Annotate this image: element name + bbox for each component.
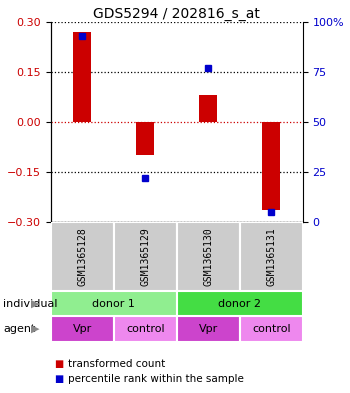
Bar bbox=[177, 291, 303, 316]
Bar bbox=[51, 316, 114, 342]
Text: individual: individual bbox=[4, 299, 58, 309]
Bar bbox=[51, 291, 177, 316]
Bar bbox=[74, 31, 91, 122]
Bar bbox=[262, 122, 280, 210]
Text: ▶: ▶ bbox=[31, 324, 39, 334]
Bar bbox=[51, 222, 114, 291]
Text: GSM1365130: GSM1365130 bbox=[203, 227, 213, 286]
Text: GSM1365131: GSM1365131 bbox=[266, 227, 276, 286]
Bar bbox=[136, 122, 154, 155]
Text: ▶: ▶ bbox=[31, 299, 39, 309]
Title: GDS5294 / 202816_s_at: GDS5294 / 202816_s_at bbox=[93, 7, 260, 20]
Bar bbox=[114, 316, 177, 342]
Text: GSM1365128: GSM1365128 bbox=[77, 227, 87, 286]
Text: control: control bbox=[252, 324, 290, 334]
Bar bbox=[114, 222, 177, 291]
Text: transformed count: transformed count bbox=[68, 358, 166, 369]
Bar bbox=[240, 316, 303, 342]
Text: agent: agent bbox=[4, 324, 36, 334]
Text: control: control bbox=[126, 324, 164, 334]
Bar bbox=[177, 316, 240, 342]
Text: ■: ■ bbox=[54, 358, 63, 369]
Bar bbox=[199, 95, 217, 122]
Text: Vpr: Vpr bbox=[199, 324, 218, 334]
Text: donor 1: donor 1 bbox=[92, 299, 135, 309]
Text: percentile rank within the sample: percentile rank within the sample bbox=[68, 374, 244, 384]
Text: GSM1365129: GSM1365129 bbox=[140, 227, 150, 286]
Text: donor 2: donor 2 bbox=[218, 299, 261, 309]
Bar bbox=[240, 222, 303, 291]
Bar bbox=[177, 222, 240, 291]
Text: ■: ■ bbox=[54, 374, 63, 384]
Text: Vpr: Vpr bbox=[73, 324, 92, 334]
